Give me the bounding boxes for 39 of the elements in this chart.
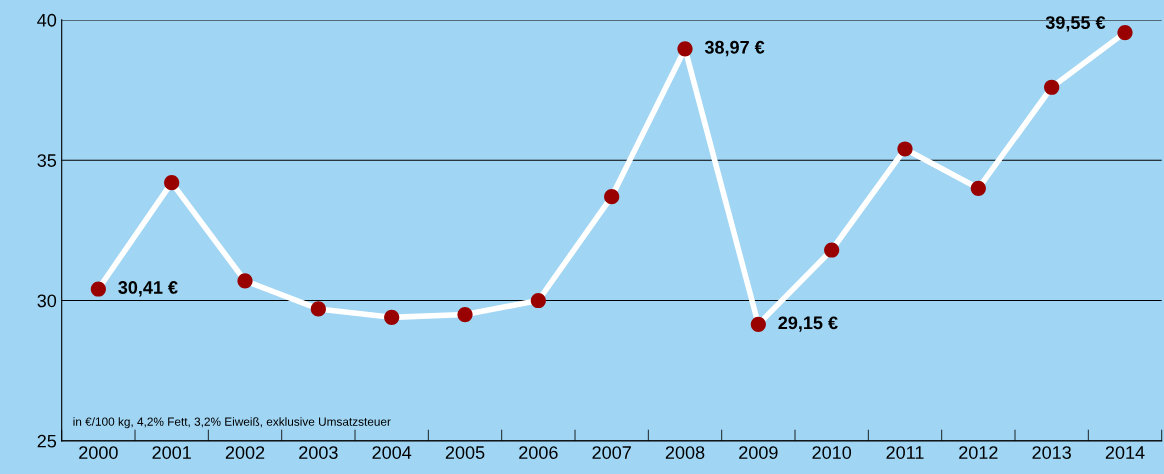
- x-tick-label: 2011: [886, 446, 924, 459]
- x-tick-label: 2014: [1105, 446, 1145, 459]
- x-tick-label: 2010: [812, 446, 852, 459]
- point: [90, 281, 106, 297]
- annotation: in €/100 kg, 4,2% Fett, 3,2% Eiweiß, exklusive Umsatzsteuer: [73, 417, 391, 429]
- point: [824, 242, 840, 258]
- point: [970, 180, 986, 196]
- x-tick-label: 2005: [445, 446, 485, 459]
- point: [384, 309, 400, 325]
- x-tick-label: 2004: [372, 446, 412, 459]
- y-tick-label: 35: [37, 154, 57, 167]
- x-tick-label: 2009: [739, 446, 778, 459]
- y-tick-label: 25: [37, 434, 57, 448]
- point: [677, 41, 693, 57]
- point: [237, 273, 253, 289]
- data-label: 30,41 €: [118, 281, 178, 297]
- point: [604, 189, 620, 205]
- data-label: 39,55 €: [1045, 16, 1106, 32]
- x-tick-label: 2002: [225, 446, 265, 459]
- point: [1044, 79, 1060, 95]
- x-tick-label: 2000: [79, 446, 118, 459]
- point: [457, 306, 473, 323]
- y-tick-label: 40: [37, 13, 57, 27]
- x-tick-label: 2006: [519, 446, 558, 459]
- point: [310, 301, 326, 317]
- y-tick-label: 30: [37, 294, 57, 308]
- x-tick-label: 2003: [299, 446, 338, 459]
- x-tick-label: 2008: [665, 446, 705, 459]
- x-tick-label: 2013: [1032, 446, 1071, 459]
- point: [1117, 24, 1133, 41]
- point: [530, 292, 546, 309]
- point: [750, 316, 766, 332]
- data-label: 29,15 €: [778, 316, 838, 332]
- data-label: 38,97 €: [704, 40, 765, 57]
- point: [897, 141, 913, 157]
- point: [164, 175, 180, 191]
- x-tick-label: 2001: [152, 446, 191, 459]
- x-tick-label: 2007: [592, 446, 631, 459]
- x-tick-label: 2012: [959, 446, 998, 459]
